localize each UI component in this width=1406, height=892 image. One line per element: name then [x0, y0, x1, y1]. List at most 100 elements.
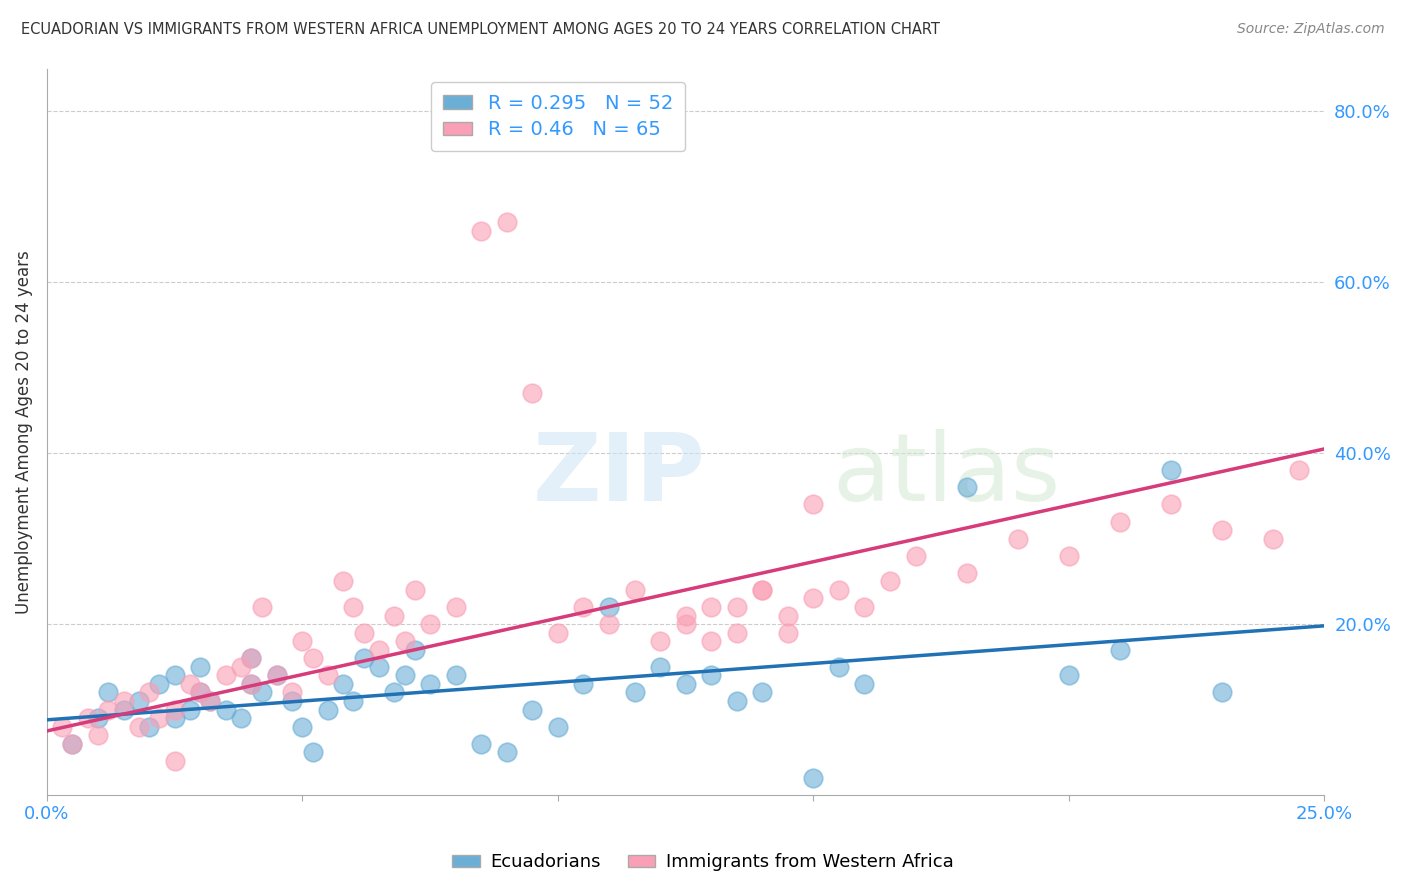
Text: ZIP: ZIP — [533, 429, 706, 522]
Point — [700, 600, 723, 615]
Point — [803, 771, 825, 785]
Point — [700, 634, 723, 648]
Point — [316, 703, 339, 717]
Point — [368, 642, 391, 657]
Point — [163, 668, 186, 682]
Point — [240, 651, 263, 665]
Point — [623, 582, 645, 597]
Point — [803, 498, 825, 512]
Point — [572, 677, 595, 691]
Point — [76, 711, 98, 725]
Point — [291, 634, 314, 648]
Point — [1160, 463, 1182, 477]
Point — [1007, 532, 1029, 546]
Point — [725, 600, 748, 615]
Point — [179, 677, 201, 691]
Point — [229, 660, 252, 674]
Point — [495, 215, 517, 229]
Point — [1057, 549, 1080, 563]
Point — [879, 574, 901, 589]
Point — [148, 677, 170, 691]
Point — [522, 386, 544, 401]
Point — [700, 668, 723, 682]
Point — [444, 600, 467, 615]
Point — [229, 711, 252, 725]
Point — [342, 600, 364, 615]
Point — [598, 617, 620, 632]
Point — [163, 703, 186, 717]
Point — [1263, 532, 1285, 546]
Point — [1109, 642, 1132, 657]
Point — [394, 668, 416, 682]
Point — [332, 677, 354, 691]
Point — [200, 694, 222, 708]
Point — [547, 625, 569, 640]
Point — [353, 651, 375, 665]
Point — [138, 720, 160, 734]
Point — [291, 720, 314, 734]
Point — [675, 608, 697, 623]
Point — [382, 685, 405, 699]
Point — [675, 617, 697, 632]
Point — [598, 600, 620, 615]
Point — [87, 728, 110, 742]
Point — [828, 582, 851, 597]
Point — [62, 737, 84, 751]
Point — [62, 737, 84, 751]
Point — [572, 600, 595, 615]
Point — [1288, 463, 1310, 477]
Point — [215, 668, 238, 682]
Point — [138, 685, 160, 699]
Point — [163, 711, 186, 725]
Point — [281, 694, 304, 708]
Point — [301, 745, 323, 759]
Point — [51, 720, 73, 734]
Point — [87, 711, 110, 725]
Point — [240, 651, 263, 665]
Point — [828, 660, 851, 674]
Point — [1057, 668, 1080, 682]
Point — [404, 642, 426, 657]
Point — [1211, 685, 1233, 699]
Point — [648, 660, 671, 674]
Point — [301, 651, 323, 665]
Point — [394, 634, 416, 648]
Point — [188, 660, 211, 674]
Point — [419, 677, 441, 691]
Point — [200, 694, 222, 708]
Point — [725, 694, 748, 708]
Point — [853, 677, 876, 691]
Point — [250, 685, 273, 699]
Point — [163, 754, 186, 768]
Text: ECUADORIAN VS IMMIGRANTS FROM WESTERN AFRICA UNEMPLOYMENT AMONG AGES 20 TO 24 YE: ECUADORIAN VS IMMIGRANTS FROM WESTERN AF… — [21, 22, 941, 37]
Point — [215, 703, 238, 717]
Point — [648, 634, 671, 648]
Point — [240, 677, 263, 691]
Point — [751, 685, 773, 699]
Text: Source: ZipAtlas.com: Source: ZipAtlas.com — [1237, 22, 1385, 37]
Point — [904, 549, 927, 563]
Point — [1160, 498, 1182, 512]
Point — [332, 574, 354, 589]
Y-axis label: Unemployment Among Ages 20 to 24 years: Unemployment Among Ages 20 to 24 years — [15, 250, 32, 614]
Point — [148, 711, 170, 725]
Point — [179, 703, 201, 717]
Point — [382, 608, 405, 623]
Point — [266, 668, 288, 682]
Point — [353, 625, 375, 640]
Point — [128, 720, 150, 734]
Point — [956, 566, 979, 580]
Point — [725, 625, 748, 640]
Point — [623, 685, 645, 699]
Point — [250, 600, 273, 615]
Point — [188, 685, 211, 699]
Point — [776, 625, 799, 640]
Point — [751, 582, 773, 597]
Point — [803, 591, 825, 606]
Text: atlas: atlas — [832, 429, 1060, 522]
Point — [281, 685, 304, 699]
Point — [240, 677, 263, 691]
Point — [342, 694, 364, 708]
Legend: R = 0.295   N = 52, R = 0.46   N = 65: R = 0.295 N = 52, R = 0.46 N = 65 — [432, 82, 685, 151]
Point — [470, 224, 492, 238]
